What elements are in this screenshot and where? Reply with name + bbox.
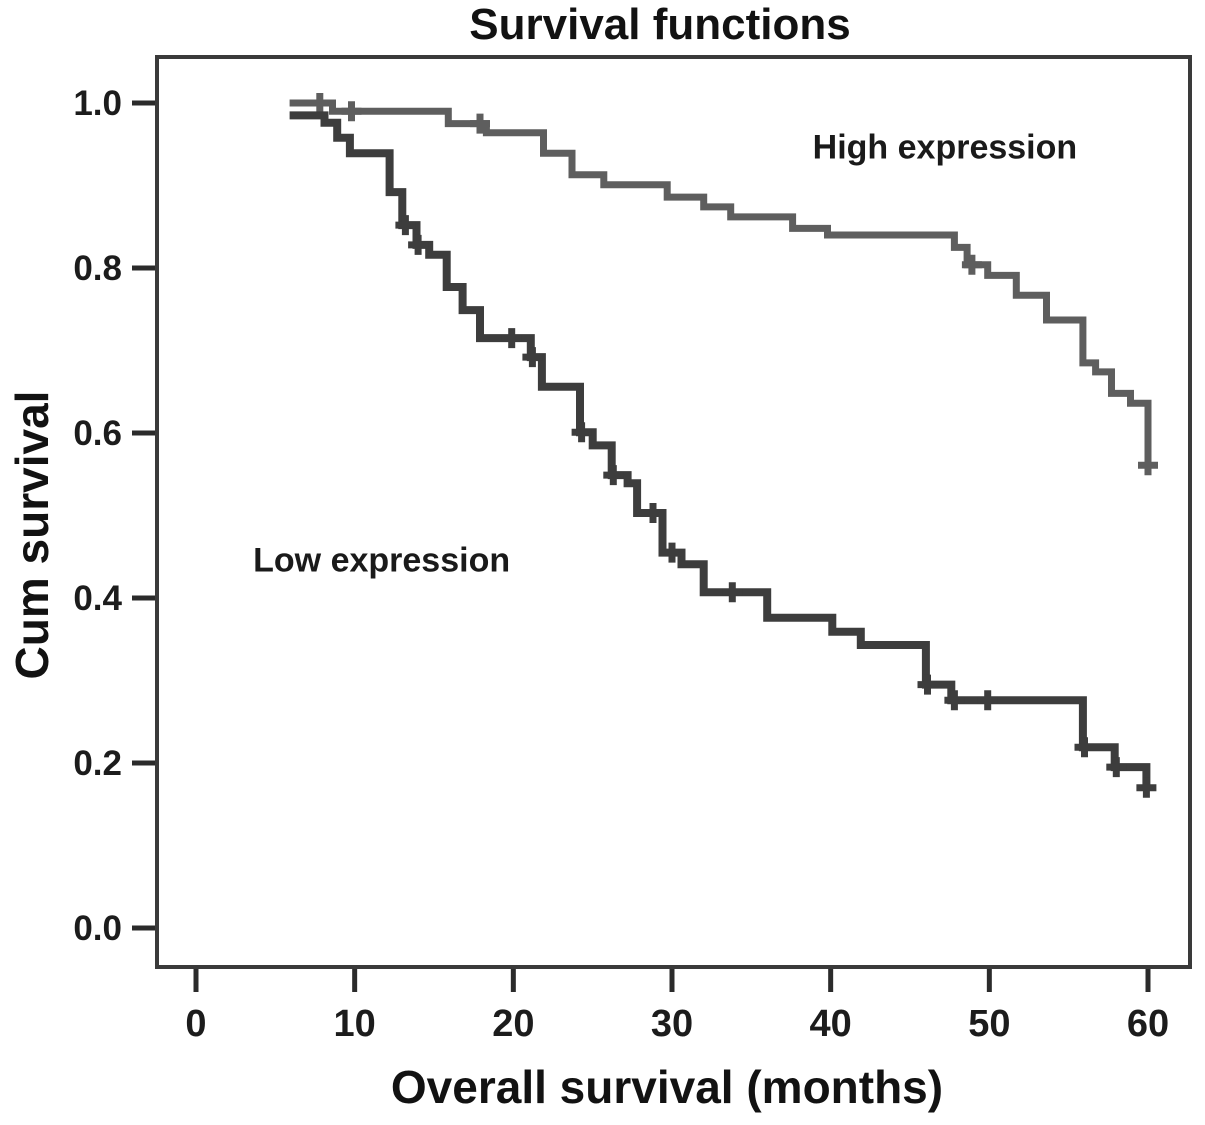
x-tick-label: 30 — [651, 1003, 693, 1045]
plot-border — [155, 55, 1192, 969]
censor-mark — [501, 328, 522, 349]
censor-mark — [395, 215, 416, 236]
y-axis-label: Cum survival — [6, 390, 58, 680]
censor-mark — [722, 582, 743, 603]
censor-mark — [662, 542, 682, 563]
censor-mark — [571, 422, 592, 443]
y-tick-label: 0.2 — [73, 744, 122, 783]
y-tick-label: 0.6 — [73, 414, 122, 453]
x-axis-label: Overall survival (months) — [390, 1061, 944, 1113]
censor-mark — [1136, 777, 1157, 798]
censor-mark — [341, 101, 362, 122]
y-tick-label: 0.0 — [73, 909, 122, 948]
x-tick-label: 20 — [492, 1003, 534, 1045]
censor-mark — [603, 465, 624, 486]
censor-mark — [917, 674, 938, 695]
series-label-low-expression: Low expression — [253, 541, 511, 580]
censor-mark — [643, 503, 663, 523]
x-tick-label: 40 — [810, 1003, 852, 1045]
y-tick-label: 0.4 — [73, 579, 122, 618]
series-label-high-expression: High expression — [812, 128, 1078, 167]
x-tick-label: 60 — [1127, 1003, 1169, 1045]
censor-mark — [522, 347, 543, 368]
censor-mark — [470, 113, 490, 134]
y-tick-label: 0.8 — [73, 249, 122, 288]
censor-mark — [961, 254, 982, 275]
series-path-low-expression — [289, 111, 1151, 788]
y-tick-label: 1.0 — [73, 84, 122, 123]
series-path-high-expression — [289, 99, 1152, 466]
censor-mark — [977, 690, 998, 711]
censor-mark — [944, 690, 965, 711]
censor-mark — [1106, 757, 1127, 778]
x-tick-label: 50 — [968, 1003, 1010, 1045]
censor-mark — [408, 234, 429, 255]
chart-title: Survival functions — [469, 0, 851, 49]
censor-mark — [1138, 455, 1158, 476]
x-tick-label: 10 — [334, 1003, 376, 1045]
censor-mark — [1074, 737, 1095, 758]
x-tick-label: 0 — [185, 1003, 206, 1045]
censor-mark — [309, 93, 330, 113]
